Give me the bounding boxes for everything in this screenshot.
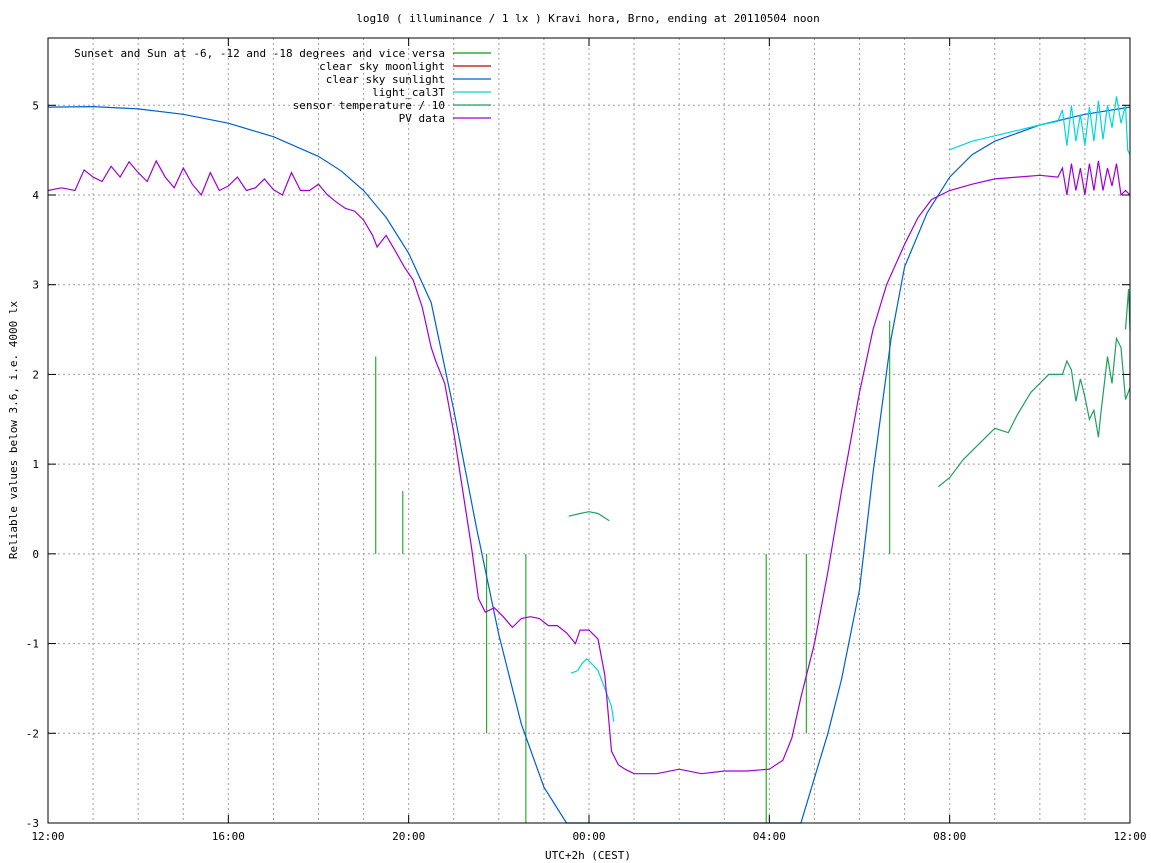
y-tick-label: 5 bbox=[32, 99, 39, 112]
sensor-temperature-10-line bbox=[938, 336, 1131, 488]
y-tick-label: -2 bbox=[26, 727, 39, 740]
x-tick-label: 08:00 bbox=[933, 830, 966, 843]
y-tick-label: 2 bbox=[32, 368, 39, 381]
y-tick-label: -3 bbox=[26, 817, 39, 830]
y-tick-label: 0 bbox=[32, 548, 39, 561]
sensor-temperature-10-line bbox=[568, 511, 610, 522]
y-tick-label: 1 bbox=[32, 458, 39, 471]
x-tick-label: 00:00 bbox=[572, 830, 605, 843]
series-light-cal3t bbox=[570, 96, 1131, 722]
plot-frame bbox=[47, 37, 1131, 824]
x-tick-label: 16:00 bbox=[212, 830, 245, 843]
y-tick-label: 4 bbox=[32, 189, 39, 202]
legend-label: sensor temperature / 10 bbox=[293, 99, 445, 112]
y-axis-label: Reliable values below 3.6, i.e. 4000 lx bbox=[7, 300, 20, 559]
axis-ticks: 12:00 16:00 20:00 00:00 04:00 08:00 12:00-3-2-… bbox=[26, 38, 1147, 843]
grid-lines bbox=[48, 38, 1130, 823]
series-clear-sky-sunlight bbox=[47, 105, 1131, 824]
x-tick-label: 12:00 bbox=[31, 830, 64, 843]
legend-label: light_cal3T bbox=[372, 86, 445, 99]
y-tick-label: -1 bbox=[26, 638, 39, 651]
x-tick-label: 04:00 bbox=[753, 830, 786, 843]
legend-label: clear sky sunlight bbox=[326, 73, 445, 86]
series-pv-data bbox=[47, 159, 1131, 775]
light-cal3t-line bbox=[570, 657, 615, 722]
series-sunset-and-sun-at-6-12-and-18-degrees-and-vice-versa bbox=[375, 320, 891, 823]
x-tick-label: 20:00 bbox=[392, 830, 425, 843]
clear-sky-sunlight-line bbox=[47, 105, 1131, 824]
x-tick-label: 12:00 bbox=[1113, 830, 1146, 843]
series-sensor-temperature-10 bbox=[568, 289, 1131, 522]
legend-label: clear sky moonlight bbox=[319, 60, 445, 73]
plot-series bbox=[47, 96, 1131, 824]
chart-title: log10 ( illuminance / 1 lx ) Kravi hora,… bbox=[356, 12, 820, 25]
y-tick-label: 3 bbox=[32, 279, 39, 292]
light-cal3t-line bbox=[1057, 96, 1131, 155]
sensor-temperature-10-line bbox=[1124, 289, 1131, 330]
legend: Sunset and Sun at -6, -12 and -18 degree… bbox=[74, 47, 491, 125]
light-cal3t-line bbox=[948, 120, 1059, 151]
pv-data-line bbox=[47, 159, 1131, 775]
legend-label: PV data bbox=[399, 112, 445, 125]
legend-label: Sunset and Sun at -6, -12 and -18 degree… bbox=[74, 47, 445, 60]
x-axis-label: UTC+2h (CEST) bbox=[545, 849, 631, 862]
